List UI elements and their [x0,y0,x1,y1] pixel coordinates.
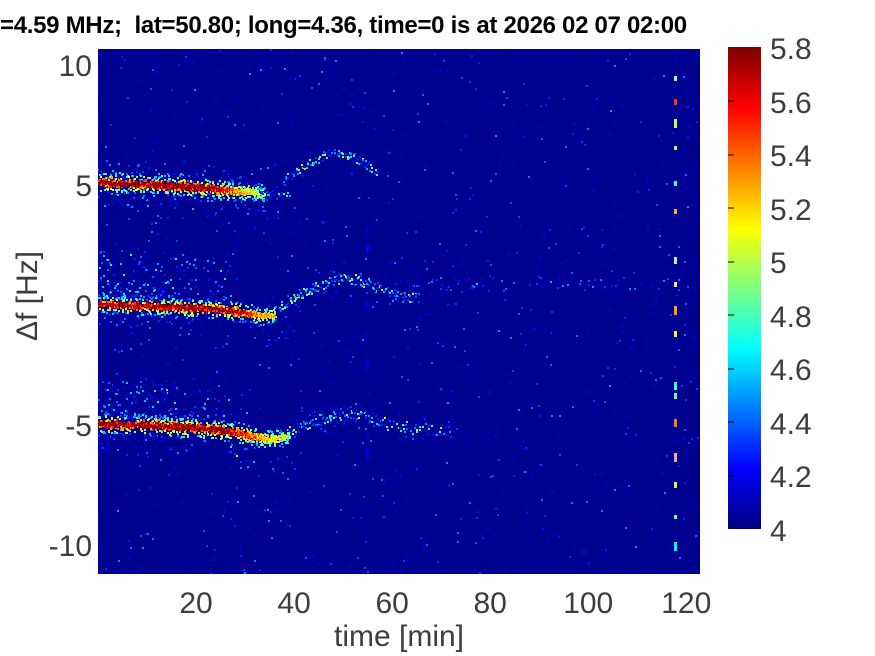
colorbar-tick-label: 5.2 [770,193,812,227]
colorbar-tick-label: 4.8 [770,300,812,334]
colorbar-tick-label: 5 [770,247,787,281]
colorbar-canvas [728,47,761,529]
x-tick-label: 40 [277,587,311,620]
colorbar-tick-label: 5.6 [770,86,812,120]
y-tick-label: -5 [65,410,92,444]
x-tick-label: 120 [661,587,712,620]
y-tick-label: 10 [58,49,92,83]
y-tick-label: -10 [48,530,92,564]
colorbar-tick-label: 4.4 [770,407,812,441]
x-tick-label: 100 [563,587,614,620]
colorbar-tick-label: 4 [770,515,787,548]
colorbar-tick-label: 5.8 [770,33,812,66]
x-axis-label: time [min] [333,620,465,653]
colorbar-tick-label: 5.4 [770,140,812,174]
plot-title: =4.59 MHz; lat=50.80; long=4.36, time=0 … [0,12,687,39]
x-tick-label: 60 [375,587,409,620]
x-tick-label: 20 [179,587,213,620]
y-tick-label: 0 [75,290,92,324]
y-tick-label: 5 [75,169,92,203]
spectrogram-canvas [98,49,700,574]
colorbar-tick-label: 4.6 [770,354,812,388]
x-tick-label: 80 [473,587,507,620]
colorbar-tick-label: 4.2 [770,461,812,495]
